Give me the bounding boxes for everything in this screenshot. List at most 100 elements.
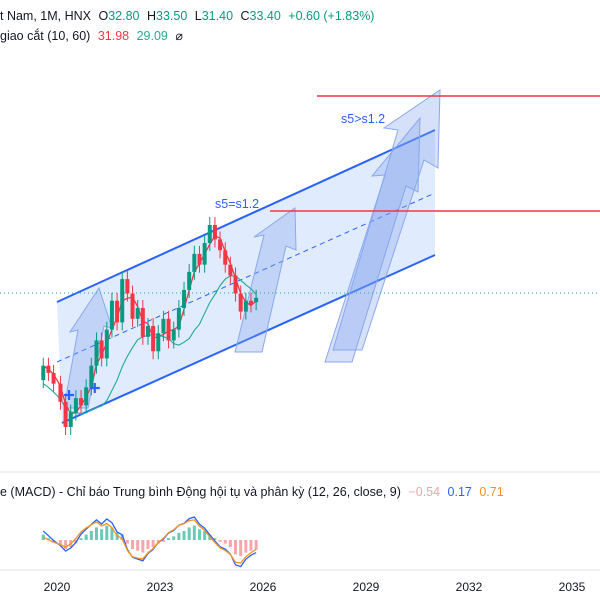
channel-lower-line [61, 254, 436, 424]
candle-body [115, 300, 120, 323]
projection-arrow-2 [234, 207, 297, 353]
symbol-label[interactable]: t Nam, 1M, HNX [0, 9, 91, 23]
candle-body [171, 329, 176, 341]
candle-body [125, 279, 130, 294]
x-tick-label: 2023 [147, 580, 174, 594]
open-value: 32.80 [108, 9, 140, 23]
x-tick-label: 2029 [353, 580, 380, 594]
macd-hist-bar [79, 538, 83, 540]
candle-body [99, 340, 104, 359]
x-tick-label: 2026 [250, 580, 277, 594]
change-value: +0.60 (+1.83%) [288, 9, 375, 23]
x-tick-label: 2035 [559, 580, 586, 594]
candle-body [135, 307, 140, 319]
ma-indicator-name[interactable]: giao cắt (10, 60) [0, 29, 91, 43]
macd-hist-bar [187, 527, 191, 540]
candle-body [248, 300, 253, 305]
macd-hist-bar [223, 540, 227, 544]
candle-body [243, 300, 248, 312]
macd-hist-bar [141, 540, 145, 553]
candle-body [63, 401, 68, 427]
macd-hist-bar [203, 531, 207, 540]
candle-body [89, 365, 94, 388]
candle-body [73, 398, 78, 413]
candle-body [120, 279, 125, 323]
macd-hist-bar [234, 540, 238, 555]
macd-signal-value: 0.71 [479, 485, 504, 499]
macd-hist-bar [239, 540, 243, 557]
macd-hist-bar [110, 527, 114, 540]
close-value: 33.40 [249, 9, 281, 23]
candle-body [233, 275, 238, 294]
projection-arrow-1 [63, 286, 113, 409]
macd-hist-bar [89, 531, 93, 540]
candle-body [151, 326, 156, 352]
candle-body [94, 340, 99, 366]
macd-hist-bar [192, 525, 196, 540]
x-tick-label: 2020 [44, 580, 71, 594]
ma-header: giao cắt (10, 60) 31.98 29.09 ⌀ [0, 28, 187, 43]
channel-mid-line [56, 192, 436, 363]
macd-hist-bar [105, 525, 109, 540]
candle-body [140, 307, 145, 337]
macd-hist-bar [100, 529, 104, 540]
macd-hist-bar [125, 540, 129, 544]
macd-hist-bar [161, 540, 165, 542]
candle-body [218, 239, 223, 251]
macd-hist-bar [167, 538, 171, 540]
candle-body [192, 253, 197, 272]
candle-body [182, 289, 187, 308]
candle-body [207, 225, 212, 244]
macd-hist-bar [64, 540, 68, 549]
candle-body [84, 387, 89, 406]
candle-body [156, 333, 161, 352]
eye-icon[interactable]: ⌀ [175, 29, 183, 43]
macd-hist-bar [254, 540, 258, 550]
macd-hist-bar [136, 540, 140, 551]
low-value: 31.40 [201, 9, 234, 23]
candle-body [58, 383, 63, 402]
x-tick-label: 2032 [456, 580, 483, 594]
candle-body [68, 412, 73, 427]
macd-hist-bar [218, 540, 222, 542]
price-header: t Nam, 1M, HNX O32.80 H33.50 L31.40 C33.… [0, 9, 375, 23]
target-label-1: s5=s1.2 [215, 197, 259, 211]
macd-hist-bar [213, 538, 217, 540]
candle-body [228, 264, 233, 276]
candle-body [41, 365, 46, 381]
ma-fast-value: 31.98 [97, 29, 130, 43]
macd-hist-bar [182, 531, 186, 540]
candle-body [254, 297, 259, 303]
macd-hist-bar [197, 529, 201, 540]
candle-body [109, 300, 114, 330]
candle-body [238, 293, 243, 312]
candle-body [187, 271, 192, 290]
macd-hist-bar [120, 534, 124, 540]
candle-body [51, 372, 56, 384]
candle-body [176, 307, 181, 330]
channel-upper-line [56, 129, 436, 303]
macd-line-value: 0.17 [447, 485, 472, 499]
macd-hist-bar [249, 540, 253, 551]
macd-hist-bar [228, 540, 232, 548]
candle-body [79, 398, 84, 406]
macd-signal-line [42, 519, 257, 564]
macd-hist-bar [177, 532, 181, 540]
macd-hist-bar [151, 540, 155, 548]
macd-line [42, 516, 257, 568]
macd-hist-bar [84, 534, 88, 540]
macd-hist-bar [131, 540, 135, 549]
candle-body [161, 318, 166, 334]
macd-indicator-name[interactable]: e (MACD) - Chỉ báo Trung bình Động hội t… [0, 485, 401, 499]
high-value: 33.50 [156, 9, 188, 23]
macd-hist-value: −0.54 [408, 485, 441, 499]
ma-slow-line [42, 275, 257, 415]
candle-body [212, 225, 217, 240]
projection-arrow-3 [324, 116, 421, 363]
candle-body [130, 293, 135, 319]
candle-body [46, 365, 51, 373]
projection-arrow-4 [332, 89, 441, 351]
ma-slow-value: 29.09 [136, 29, 168, 43]
macd-header: e (MACD) - Chỉ báo Trung bình Động hội t… [0, 485, 508, 499]
